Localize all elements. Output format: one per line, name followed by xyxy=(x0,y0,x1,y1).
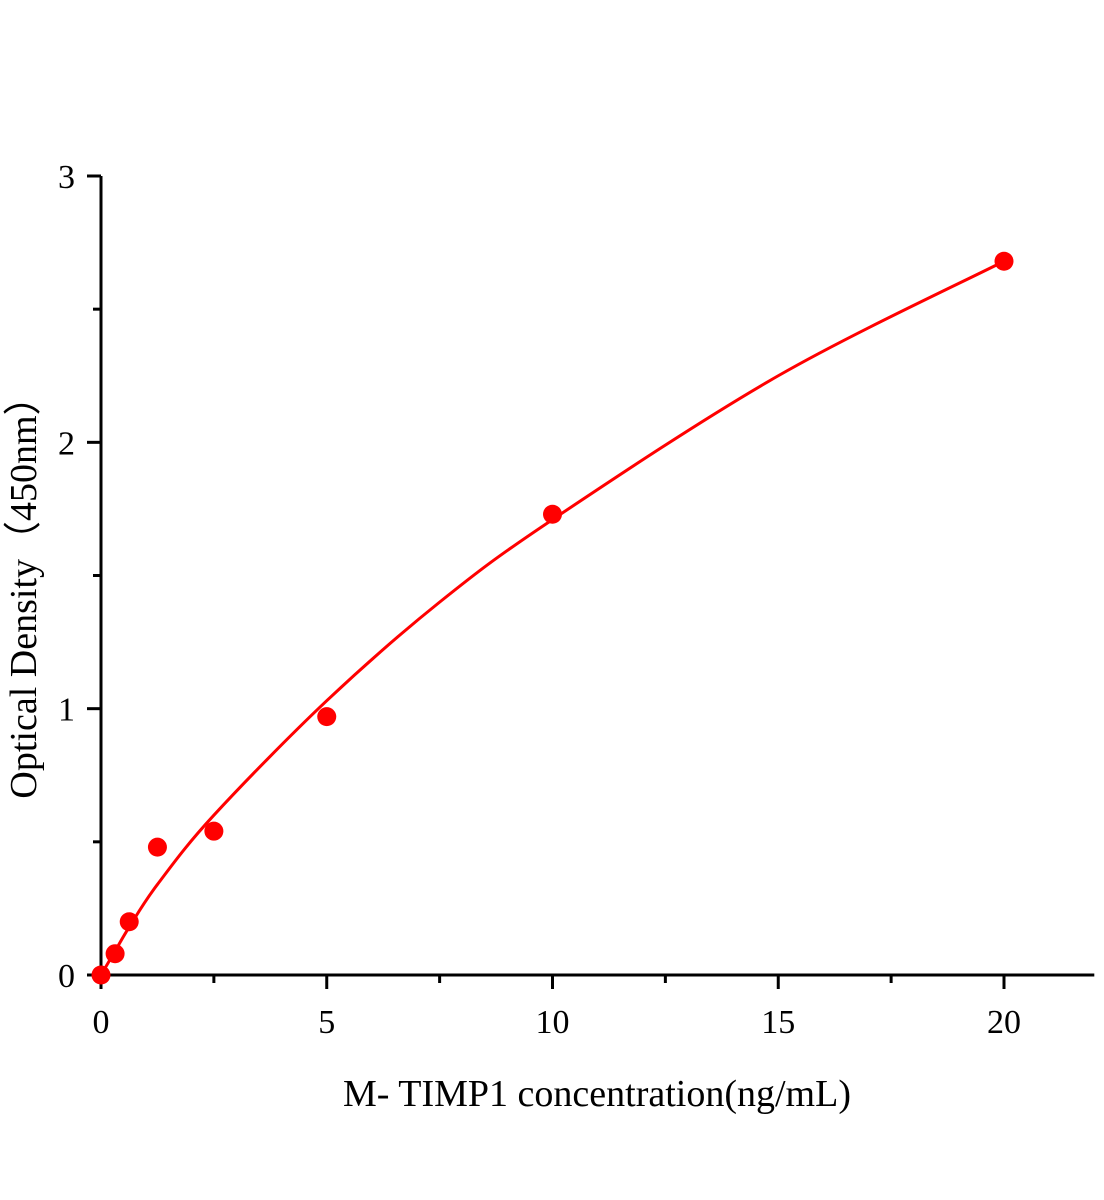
data-point xyxy=(317,707,337,727)
x-axis-title: M- TIMP1 concentration(ng/mL) xyxy=(343,1073,851,1115)
data-point xyxy=(147,837,167,857)
y-tick-label: 1 xyxy=(58,692,75,729)
x-tick-label: 10 xyxy=(536,1004,570,1041)
data-point xyxy=(91,965,111,985)
x-tick-label: 20 xyxy=(987,1004,1021,1041)
data-point xyxy=(204,821,224,841)
y-tick-label: 0 xyxy=(58,958,75,995)
x-tick-label: 0 xyxy=(93,1004,110,1041)
data-point xyxy=(994,251,1014,271)
axes xyxy=(99,176,1095,977)
y-axis-title: Optical Density（450nm） xyxy=(3,377,45,798)
y-tick-label: 2 xyxy=(58,425,75,462)
data-points xyxy=(91,251,1014,985)
data-point xyxy=(543,504,562,524)
data-point xyxy=(105,944,125,964)
fit-curve xyxy=(99,259,1005,976)
data-point xyxy=(119,912,139,932)
x-tick-label: 5 xyxy=(318,1004,335,1041)
y-tick-label: 3 xyxy=(58,159,75,196)
ticks: 0 5 10 15 20 0 1 2 3 xyxy=(58,159,1021,1041)
x-tick-label: 15 xyxy=(761,1004,795,1041)
